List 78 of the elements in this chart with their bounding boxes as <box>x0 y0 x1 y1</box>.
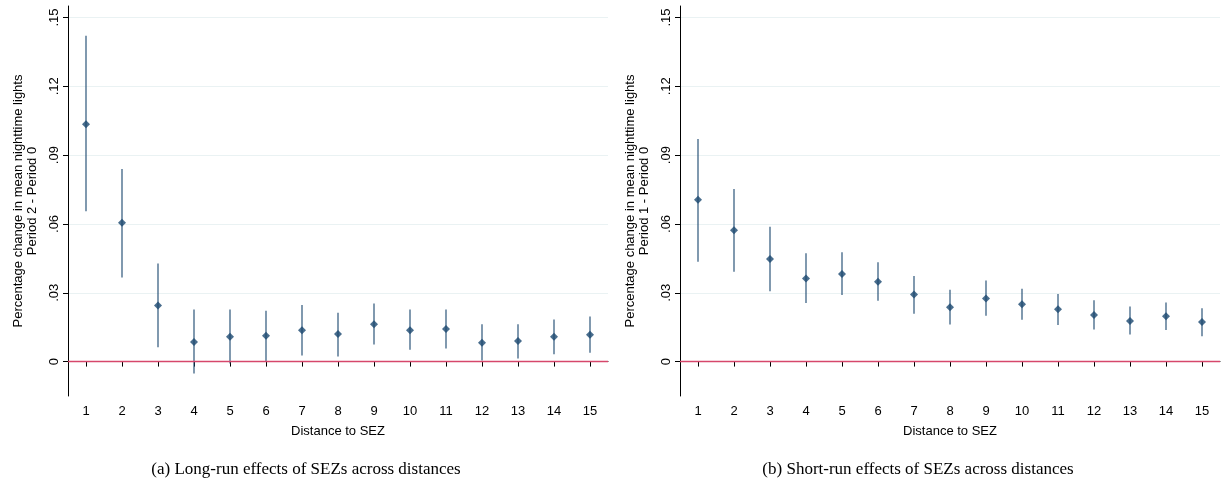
y-axis-title: Percentage change in mean nighttime lights Period 2 - Period 0 <box>9 74 39 328</box>
y-tick-label: .12 <box>46 77 61 96</box>
y-tick-label: .15 <box>46 8 61 27</box>
x-axis-title: Distance to SEZ <box>903 423 998 438</box>
point <box>910 290 918 299</box>
x-tick-label: 5 <box>226 403 234 418</box>
point <box>82 120 90 129</box>
y-tick-label: .12 <box>658 77 673 96</box>
point <box>190 338 198 347</box>
x-tick-label: 12 <box>474 403 490 418</box>
point <box>370 320 378 329</box>
x-axis-title: Distance to SEZ <box>291 423 386 438</box>
point <box>586 330 594 339</box>
x-tick-label: 9 <box>982 403 990 418</box>
point <box>514 336 522 345</box>
x-tick-label: 8 <box>946 403 954 418</box>
point <box>1126 316 1134 325</box>
text: (a) Long-run effects of SEZs across distances <box>151 459 461 478</box>
x-tick-label: 2 <box>118 403 126 418</box>
y-tick-label: .03 <box>46 283 61 302</box>
y-tick-label: .09 <box>658 146 673 165</box>
point <box>1018 300 1026 309</box>
point <box>874 277 882 286</box>
x-tick-label: 6 <box>262 403 270 418</box>
x-tick-label: 12 <box>1086 403 1102 418</box>
y-tick-label: 0 <box>658 357 673 366</box>
x-tick-label: 3 <box>766 403 774 418</box>
y-tick-label: .09 <box>46 146 61 165</box>
point <box>1054 305 1062 314</box>
point <box>118 218 126 227</box>
point <box>262 331 270 340</box>
x-tick-label: 14 <box>1158 403 1174 418</box>
point <box>1162 312 1170 321</box>
x-tick-label: 4 <box>190 403 198 418</box>
x-tick-label: 13 <box>510 403 526 418</box>
x-tick-label: 9 <box>370 403 378 418</box>
x-tick-label: 15 <box>1194 403 1210 418</box>
y-tick-label: .03 <box>658 283 673 302</box>
point <box>1090 311 1098 320</box>
point <box>298 326 306 335</box>
x-tick-label: 6 <box>874 403 882 418</box>
y-tick-label: 0 <box>46 357 61 366</box>
point <box>946 303 954 312</box>
y-tick-label: .06 <box>658 214 673 233</box>
text: (b) Short-run effects of SEZs across distances <box>762 459 1074 478</box>
x-tick-label: 8 <box>334 403 342 418</box>
x-tick-label: 13 <box>1122 403 1138 418</box>
point <box>442 325 450 334</box>
x-tick-label: 1 <box>694 403 702 418</box>
x-tick-label: 2 <box>730 403 738 418</box>
point <box>478 338 486 347</box>
point <box>766 255 774 264</box>
x-tick-label: 1 <box>82 403 90 418</box>
x-tick-label: 14 <box>546 403 562 418</box>
y-axis-title: Percentage change in mean nighttime lights Period 1 - Period 0 <box>621 74 651 328</box>
x-tick-label: 5 <box>838 403 846 418</box>
x-tick-label: 10 <box>1014 403 1030 418</box>
x-tick-label: 15 <box>582 403 598 418</box>
y-tick-label: .06 <box>46 214 61 233</box>
point <box>550 332 558 341</box>
point <box>730 226 738 235</box>
point <box>838 269 846 278</box>
y-tick-label: .15 <box>658 8 673 27</box>
point <box>226 332 234 341</box>
x-tick-label: 10 <box>402 403 418 418</box>
x-tick-label: 4 <box>802 403 810 418</box>
x-tick-label: 7 <box>910 403 918 418</box>
point <box>802 274 810 283</box>
x-tick-label: 11 <box>1051 403 1065 418</box>
point <box>334 330 342 339</box>
x-tick-label: 7 <box>298 403 306 418</box>
point <box>154 301 162 310</box>
point <box>982 294 990 303</box>
point <box>406 326 414 335</box>
point <box>1198 317 1206 326</box>
point <box>694 195 702 204</box>
x-tick-label: 3 <box>154 403 162 418</box>
x-tick-label: 11 <box>439 403 453 418</box>
